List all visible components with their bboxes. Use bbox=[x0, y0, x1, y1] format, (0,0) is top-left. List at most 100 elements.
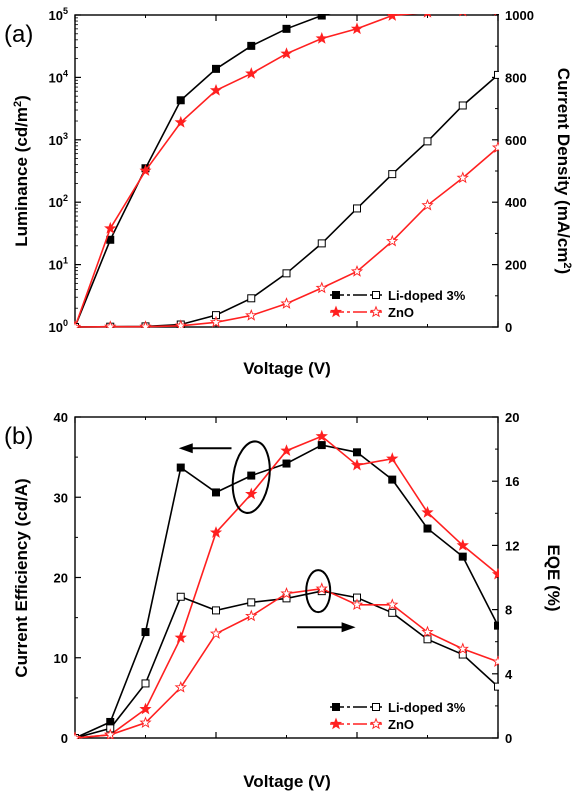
panel-b-series-line bbox=[74, 587, 499, 739]
panel-a-data-point bbox=[104, 320, 117, 328]
panel-b-data-point bbox=[388, 475, 397, 484]
panel-a-data-point bbox=[212, 64, 220, 73]
panel-b-label: (b) bbox=[4, 423, 33, 450]
panel-b-data-point bbox=[350, 598, 364, 611]
panel-b-data-point bbox=[421, 506, 434, 518]
panel-a-data-point bbox=[74, 320, 82, 328]
panel-b-data-point bbox=[386, 598, 399, 611]
panel-b-data-point bbox=[74, 731, 82, 739]
panel-b-data-point bbox=[174, 631, 187, 643]
panel-a-data-point bbox=[421, 198, 434, 211]
panel-b-data-point bbox=[247, 471, 256, 480]
panel-a-left-tick-label: 101 bbox=[49, 256, 68, 273]
panel-b-left-tick-label: 30 bbox=[54, 490, 68, 505]
panel-a-data-point bbox=[423, 137, 432, 146]
panel-a-right-tick-label: 600 bbox=[505, 133, 527, 148]
panel-b-efficiency-eqe: (b) Voltage (V) Current Efficiency (cd/A… bbox=[4, 410, 563, 791]
panel-b-data-point bbox=[353, 448, 361, 457]
panel-a-series-1-zno-left bbox=[74, 14, 497, 328]
panel-b-data-point bbox=[491, 567, 499, 580]
panel-b-annotation-efficiency-axis-pointer bbox=[178, 440, 271, 514]
panel-b-data-point bbox=[280, 587, 293, 599]
panel-a-data-point bbox=[494, 70, 499, 79]
panel-a-data-point bbox=[491, 141, 499, 153]
panel-a-legend-marker-filled bbox=[332, 291, 340, 299]
panel-b-right-tick-label: 20 bbox=[505, 410, 519, 425]
panel-a-data-point bbox=[315, 31, 328, 44]
panel-a-data-point bbox=[247, 294, 256, 303]
panel-b-series-1-zno-left bbox=[74, 429, 499, 739]
panel-b-left-tick-label: 20 bbox=[54, 571, 68, 586]
panel-b-data-point bbox=[386, 452, 399, 464]
panel-b-data-point bbox=[209, 627, 223, 639]
panel-a-series-3-zno-right bbox=[74, 141, 499, 328]
panel-b-left-tick-label: 0 bbox=[61, 731, 68, 746]
panel-a-right-tick-label: 0 bbox=[505, 320, 512, 335]
panel-b-data-point bbox=[494, 621, 499, 630]
panel-a-data-point bbox=[209, 83, 223, 96]
panel-a-data-point bbox=[353, 204, 361, 213]
panel-a-data-point bbox=[386, 14, 398, 21]
panel-b-data-point bbox=[458, 552, 467, 561]
panel-b-data-point bbox=[423, 635, 432, 644]
panel-a-data-point bbox=[315, 281, 328, 294]
panel-a-data-point bbox=[350, 265, 364, 277]
panel-b-legend-marker-filled bbox=[329, 717, 343, 730]
panel-b-x-axis-label: Voltage (V) bbox=[243, 772, 331, 791]
panel-a-data-point bbox=[458, 14, 467, 17]
panel-b-data-point bbox=[494, 682, 499, 691]
panel-a-series-line bbox=[74, 14, 419, 328]
panel-b-data-point bbox=[388, 608, 397, 617]
panel-a-data-point bbox=[458, 101, 467, 110]
panel-a-data-point bbox=[388, 170, 397, 179]
panel-a-right-tick-label: 200 bbox=[505, 258, 527, 273]
panel-a-data-point bbox=[174, 115, 187, 128]
panel-a-data-point bbox=[494, 14, 497, 16]
panel-a-plot-frame bbox=[74, 14, 499, 328]
panel-b-data-point bbox=[456, 642, 469, 655]
panel-a-legend-entry-1: ZnO bbox=[329, 305, 414, 320]
panel-a-legend-marker-filled bbox=[329, 305, 343, 318]
panel-a-data-point bbox=[494, 14, 499, 16]
panel-a-data-point bbox=[386, 234, 399, 247]
panel-a-x-axis-label: Voltage (V) bbox=[243, 359, 331, 378]
panel-b-data-point bbox=[245, 487, 258, 500]
panel-b-data-point bbox=[350, 458, 364, 471]
panel-b-data-point bbox=[176, 592, 185, 601]
panel-b-right-axis-label: EQE (%) bbox=[544, 544, 563, 611]
panel-a-legend-marker-open bbox=[369, 305, 383, 318]
panel-a-right-tick-label: 1000 bbox=[505, 8, 534, 23]
panel-b-data-point bbox=[491, 655, 499, 668]
panel-b-series-3-zno-right bbox=[74, 582, 499, 739]
panel-a-data-point bbox=[317, 239, 326, 248]
panel-a-right-tick-label: 800 bbox=[505, 70, 527, 85]
panel-a-data-point bbox=[139, 164, 152, 176]
panel-b-data-point bbox=[139, 716, 152, 729]
panel-b-series-0-li-doped-left bbox=[74, 441, 499, 739]
panel-a-data-point bbox=[280, 297, 293, 309]
panel-a-data-point bbox=[354, 3, 361, 10]
annotation-ellipse bbox=[231, 440, 271, 514]
panel-b-left-tick-label: 40 bbox=[54, 410, 68, 425]
panel-a-data-point bbox=[423, 14, 432, 18]
left-arrow-icon bbox=[178, 443, 193, 454]
panel-a-data-point bbox=[139, 320, 152, 328]
panel-a-left-tick-label: 100 bbox=[49, 318, 68, 335]
panel-a-data-point bbox=[424, 0, 431, 7]
panel-b-legend-label: ZnO bbox=[388, 717, 414, 732]
panel-b-series-line bbox=[74, 590, 499, 739]
panel-b-left-tick-label: 10 bbox=[54, 651, 68, 666]
panel-a-data-point bbox=[456, 171, 469, 184]
panel-b-data-point bbox=[245, 609, 258, 622]
panel-a-legend-label: Li-doped 3% bbox=[388, 288, 466, 303]
panel-b-legend-marker-open bbox=[372, 703, 380, 711]
panel-b-data-point bbox=[421, 625, 434, 638]
panel-a-data-point bbox=[174, 319, 187, 328]
panel-b-left-axis-label: Current Efficiency (cd/A) bbox=[12, 478, 31, 677]
panel-b-data-point bbox=[141, 679, 150, 688]
panel-a-left-tick-label: 105 bbox=[49, 6, 68, 23]
panel-a-data-point bbox=[104, 221, 117, 234]
panel-a-left-tick-label: 102 bbox=[49, 193, 68, 210]
panel-b-data-point bbox=[315, 582, 328, 594]
